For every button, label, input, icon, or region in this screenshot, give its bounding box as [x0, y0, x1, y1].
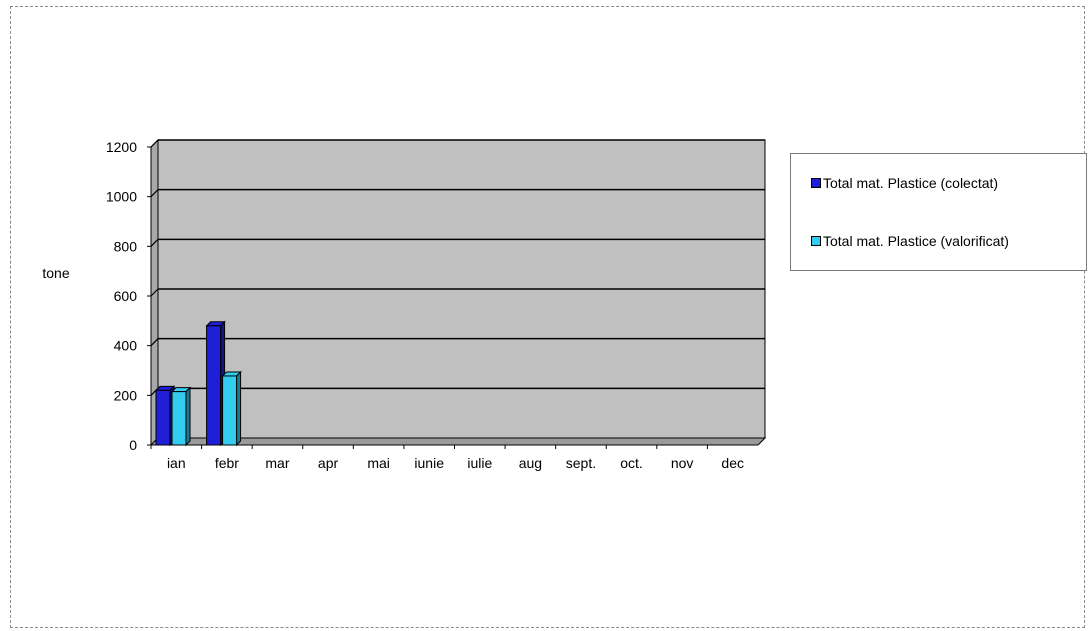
plot-floor — [149, 437, 767, 446]
y-tick-label: 600 — [114, 288, 138, 304]
y-tick-label: 200 — [114, 387, 138, 403]
bar-front — [206, 325, 222, 446]
legend-swatch-valorificat — [811, 236, 821, 246]
x-tick-label: mai — [367, 455, 390, 471]
bar-febr-valorificat — [221, 370, 242, 447]
y-tick-label: 800 — [114, 238, 138, 254]
gridline-depth — [150, 338, 159, 347]
bar-febr-colectat — [205, 320, 226, 447]
y-tick-label: 1200 — [106, 139, 137, 155]
x-tick-label: ian — [167, 455, 186, 471]
x-tick-label: dec — [721, 455, 744, 471]
x-tick-label: sept. — [566, 455, 596, 471]
plot-area — [149, 138, 767, 447]
bar-front — [222, 375, 238, 446]
bar-front — [171, 391, 187, 446]
x-tick-label: iunie — [414, 455, 444, 471]
y-tick-label: 1000 — [106, 189, 137, 205]
y-tick-label: 400 — [114, 338, 138, 354]
gridline-depth — [150, 189, 159, 198]
gridline-depth — [150, 288, 159, 297]
x-tick-label: mar — [265, 455, 289, 471]
gridline-depth — [150, 139, 159, 148]
chart-frame — [10, 6, 1085, 628]
y-tick-label: 0 — [129, 437, 137, 453]
x-tick-label: febr — [215, 455, 239, 471]
y-axis-label: tone — [42, 265, 69, 281]
bar-ian-valorificat — [170, 386, 192, 447]
legend-item-colectat: Total mat. Plastice (colectat) — [811, 175, 998, 191]
x-tick-label: oct. — [620, 455, 643, 471]
bar-side — [236, 370, 242, 447]
x-tick-label: iulie — [467, 455, 492, 471]
bar-side — [185, 386, 191, 447]
x-tick-label: apr — [318, 455, 339, 471]
y-axis-ticks: 0 200 400 600 800 1000 1200 — [106, 139, 151, 453]
bars — [154, 320, 242, 447]
x-axis-categories: ian febr mar apr mai iunie iulie aug sept. oct. no… — [150, 445, 744, 471]
legend: Total mat. Plastice (colectat) Total mat… — [790, 153, 1087, 271]
x-tick-label: aug — [519, 455, 542, 471]
x-tick-label: nov — [671, 455, 694, 471]
bar-ian-colectat — [154, 385, 176, 447]
legend-item-valorificat: Total mat. Plastice (valorificat) — [811, 233, 1009, 249]
legend-swatch-colectat — [811, 178, 821, 188]
gridline-depth — [150, 238, 159, 247]
bar-front — [155, 389, 171, 446]
legend-label-valorificat: Total mat. Plastice (valorificat) — [823, 233, 1009, 249]
legend-label-colectat: Total mat. Plastice (colectat) — [823, 175, 999, 191]
